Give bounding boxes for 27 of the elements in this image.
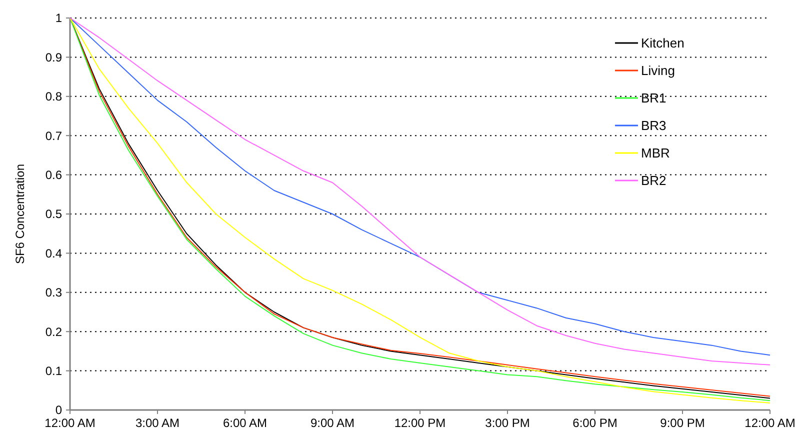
- x-tick-label: 9:00 AM: [310, 416, 355, 430]
- legend-label: Living: [641, 63, 675, 78]
- x-tick-label: 12:00 PM: [394, 416, 446, 430]
- y-tick-label: 0.4: [45, 246, 62, 260]
- y-tick-label: 0.5: [45, 207, 62, 222]
- legend-label: BR1: [641, 90, 666, 106]
- x-tick-label: 3:00 AM: [135, 416, 180, 430]
- y-axis-title: SF6 Concentration: [13, 164, 27, 264]
- x-tick-label: 6:00 PM: [572, 416, 618, 430]
- legend-label: MBR: [641, 146, 670, 161]
- legend-label: BR3: [641, 118, 666, 134]
- x-tick-label: 9:00 PM: [660, 416, 705, 430]
- x-tick-label: 12:00 AM: [44, 416, 96, 430]
- y-tick-label: 1: [55, 11, 62, 26]
- y-tick-label: 0.1: [45, 364, 62, 378]
- x-tick-label: 12:00 AM: [744, 416, 796, 430]
- y-tick-label: 0.8: [45, 90, 62, 104]
- legend-label: Kitchen: [641, 36, 684, 51]
- y-tick-label: 0.7: [45, 128, 62, 143]
- y-tick-label: 0.6: [45, 168, 62, 182]
- x-tick-label: 6:00 AM: [222, 416, 268, 430]
- x-tick-label: 3:00 PM: [485, 416, 530, 430]
- y-tick-label: 0.3: [45, 286, 62, 300]
- legend-label: BR2: [641, 173, 666, 188]
- y-tick-label: 0: [55, 403, 62, 418]
- y-tick-label: 0.9: [45, 50, 62, 64]
- y-tick-label: 0.2: [45, 324, 62, 339]
